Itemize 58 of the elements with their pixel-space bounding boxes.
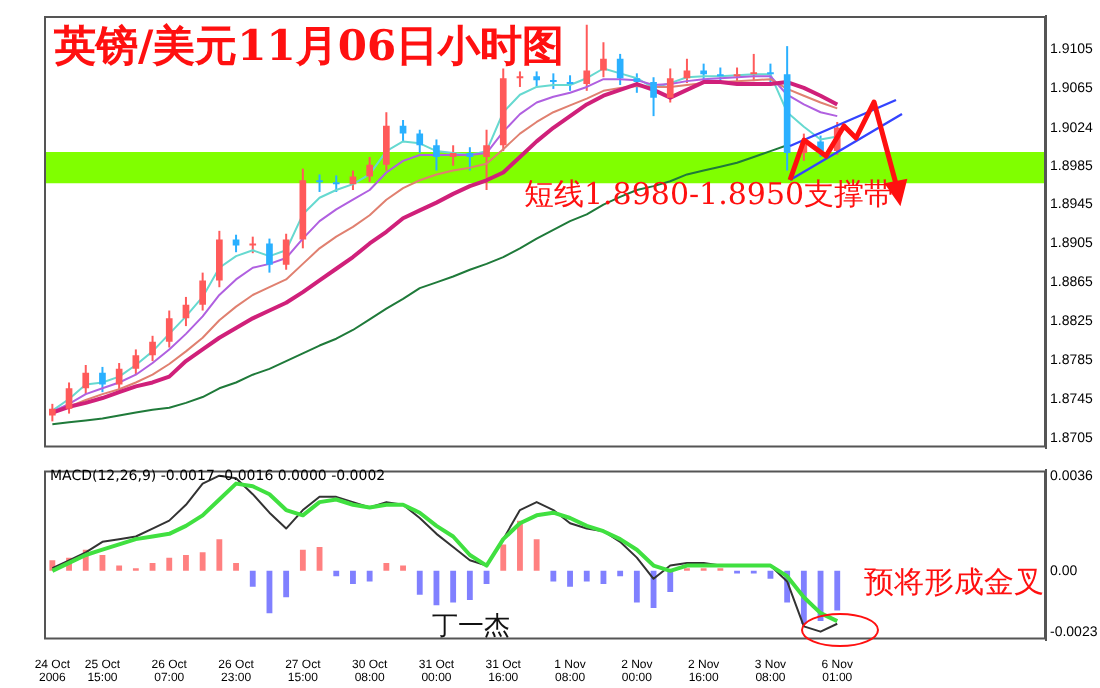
candlestick <box>433 138 440 172</box>
bar <box>517 520 523 571</box>
candlestick <box>216 229 223 289</box>
bar <box>416 570 423 595</box>
bar <box>366 570 373 582</box>
candlestick <box>483 128 490 191</box>
annotation: 丁一杰 <box>432 612 510 642</box>
candlestick <box>767 62 774 85</box>
bar <box>667 570 674 593</box>
bar <box>633 570 640 603</box>
candlestick <box>683 57 691 85</box>
bar <box>216 539 223 571</box>
candlestick <box>633 72 641 94</box>
candlestick <box>199 271 206 312</box>
bar <box>116 565 123 571</box>
candlestick <box>149 334 156 363</box>
bar <box>383 562 390 571</box>
candlestick <box>82 363 90 396</box>
candlestick <box>165 309 173 349</box>
candlestick <box>449 144 457 167</box>
candlestick <box>383 111 390 172</box>
bar <box>183 555 189 571</box>
bar <box>500 544 507 571</box>
candlestick <box>316 173 323 193</box>
bar <box>199 552 206 571</box>
candlestick <box>132 348 140 376</box>
bar <box>233 562 239 571</box>
chart-title: 英镑/美元11月06日小时图 <box>54 20 565 70</box>
bar <box>583 570 590 582</box>
bar <box>400 565 406 571</box>
bar <box>567 570 573 587</box>
candlestick <box>650 76 657 118</box>
candlestick <box>750 52 758 83</box>
candlestick <box>666 67 674 104</box>
bar <box>333 570 340 577</box>
annotation: 预将形成金叉 <box>864 564 1044 600</box>
candlestick <box>516 70 524 88</box>
bar <box>299 549 306 571</box>
candlestick <box>366 155 373 184</box>
bar <box>466 570 473 600</box>
candlestick <box>349 169 357 191</box>
bar <box>249 570 256 587</box>
bar <box>834 570 841 611</box>
candlestick <box>466 146 474 172</box>
bar <box>533 539 540 571</box>
candlestick <box>399 119 407 143</box>
candlestick <box>416 128 424 155</box>
candlestick <box>266 237 273 274</box>
candlestick <box>583 23 591 92</box>
candlestick <box>600 41 607 79</box>
bar <box>283 570 290 598</box>
bar <box>450 570 457 603</box>
bar <box>550 570 557 582</box>
bar <box>617 570 624 577</box>
candlestick <box>65 381 73 415</box>
bar <box>350 570 356 585</box>
bar <box>166 557 173 571</box>
candlestick <box>99 365 106 394</box>
